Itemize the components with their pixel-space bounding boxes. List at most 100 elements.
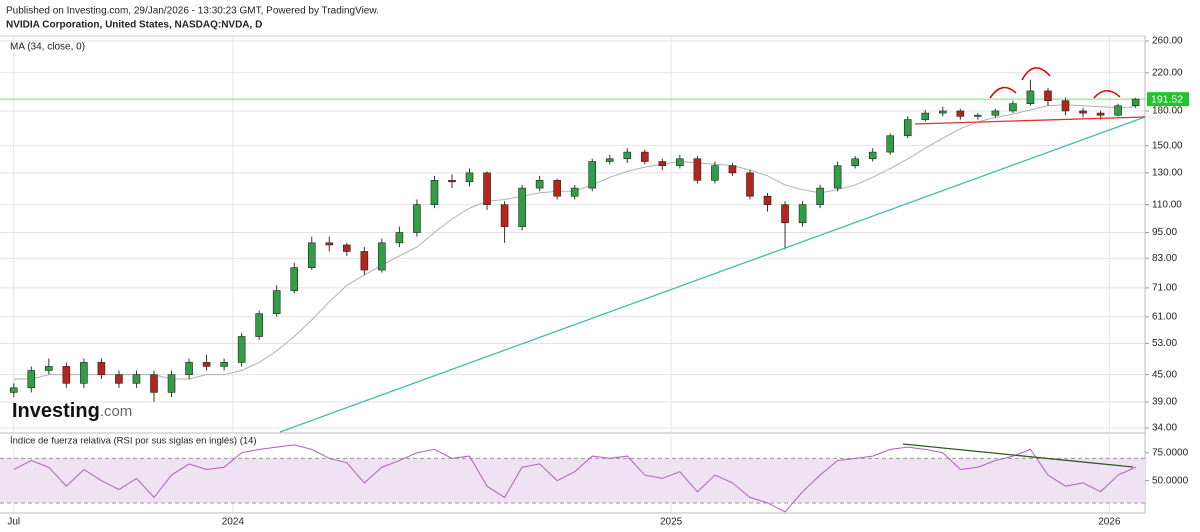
candle-body <box>623 151 632 160</box>
y-tick-label: 71.00 <box>1152 283 1177 294</box>
candle-body <box>1114 105 1122 116</box>
candle-body <box>553 180 561 197</box>
candle-body <box>430 180 439 205</box>
candle-body <box>658 161 667 166</box>
candle-body <box>816 187 824 205</box>
candle-body <box>991 110 1000 116</box>
candle-body <box>938 110 947 114</box>
candle-body <box>570 187 579 197</box>
candle-body <box>167 374 176 393</box>
x-tick-label: Jul <box>7 517 20 528</box>
y-tick-label: 180.00 <box>1152 106 1183 117</box>
y-tick-label: 150.00 <box>1152 140 1183 151</box>
candle-body <box>535 180 544 189</box>
candle-body <box>378 242 386 271</box>
candle-body <box>956 110 965 117</box>
candle-body <box>62 366 71 384</box>
candle-body <box>886 135 895 153</box>
left-shoulder-arc <box>989 86 1017 99</box>
candle-body <box>974 114 982 117</box>
rsi-divergence-line <box>902 443 1134 468</box>
candle-body <box>290 267 299 291</box>
candle-body <box>220 362 228 367</box>
rsi-band <box>0 458 1145 503</box>
y-tick-label: 39.00 <box>1152 397 1177 408</box>
candle-body <box>413 204 421 233</box>
x-tick-label: 2025 <box>660 517 683 528</box>
candle-body <box>641 151 649 162</box>
plot-layers <box>0 37 1149 513</box>
support-trendline <box>279 116 1146 433</box>
candle-body <box>325 242 334 246</box>
candle-body <box>1131 98 1140 107</box>
candle-body <box>711 165 719 181</box>
published-note: Published on Investing.com, 29/Jan/2026 … <box>6 6 379 17</box>
candle-body <box>237 336 246 363</box>
candle-body <box>781 204 789 224</box>
candle-body <box>868 151 877 160</box>
last-price-box <box>1147 92 1189 107</box>
candle-body <box>45 366 53 371</box>
y-tick-label: 130.00 <box>1152 168 1183 179</box>
candle-body <box>343 244 351 252</box>
candle-body <box>150 374 158 393</box>
candle-body <box>851 158 859 166</box>
candle-body <box>1009 103 1017 112</box>
candle-body <box>1026 90 1035 104</box>
candle-body <box>185 362 193 375</box>
y-tick-label: 34.00 <box>1152 423 1177 434</box>
logo-word: Investing <box>12 400 100 422</box>
candle-body <box>1096 112 1105 116</box>
y-tick-label: 53.00 <box>1152 338 1177 349</box>
symbol-title: NVIDIA Corporation, United States, NASDA… <box>6 20 262 31</box>
candle-body <box>833 165 842 189</box>
y-tick-label: 95.00 <box>1152 227 1177 238</box>
candle-body <box>693 158 702 181</box>
candle-body <box>448 180 456 183</box>
candle-body <box>360 251 369 271</box>
y-tick-label: 260.00 <box>1152 36 1183 47</box>
candle-body <box>272 290 281 315</box>
ma-label: MA (34, close, 0) <box>10 42 85 53</box>
y-tick-label: 61.00 <box>1152 311 1177 322</box>
y-tick-label: 220.00 <box>1152 67 1183 78</box>
y-tick-label: 83.00 <box>1152 253 1177 264</box>
candle-body <box>605 158 614 162</box>
y-tick-label: 75.0000 <box>1152 447 1189 458</box>
x-tick-label: 2024 <box>222 517 245 528</box>
candle-body <box>483 172 491 205</box>
y-tick-label: 50.0000 <box>1152 475 1189 486</box>
rsi-line <box>13 444 1136 513</box>
candle-body <box>465 172 474 183</box>
candle-body <box>255 313 263 337</box>
candle-body <box>80 362 88 384</box>
candle-body <box>746 172 754 197</box>
candle-body <box>518 187 526 227</box>
last-price-label: 191.52 <box>1151 93 1183 105</box>
candle-body <box>676 158 684 166</box>
candle-body <box>9 387 18 393</box>
candle-body <box>1044 90 1052 101</box>
candle-body <box>1079 110 1087 114</box>
y-tick-label: 45.00 <box>1152 369 1177 380</box>
y-tick-label: 110.00 <box>1152 199 1182 210</box>
candle-body <box>97 362 106 375</box>
candle-body <box>921 112 930 120</box>
candle-body <box>1061 100 1070 112</box>
candle-body <box>728 165 737 174</box>
candle-body <box>903 119 912 137</box>
logo-suffix: .com <box>100 403 133 420</box>
candle-body <box>798 204 807 224</box>
rsi-label: Índice de fuerza relativa (RSI por sus s… <box>10 436 257 447</box>
logo: Investing.com <box>12 400 132 422</box>
head-arc <box>1021 67 1051 81</box>
candle-body <box>500 204 509 227</box>
candle-body <box>395 232 404 244</box>
right-shoulder-arc <box>1093 90 1121 99</box>
candle-body <box>132 374 141 384</box>
candle-body <box>202 362 211 367</box>
candle-body <box>588 161 597 189</box>
candle-body <box>27 370 36 389</box>
